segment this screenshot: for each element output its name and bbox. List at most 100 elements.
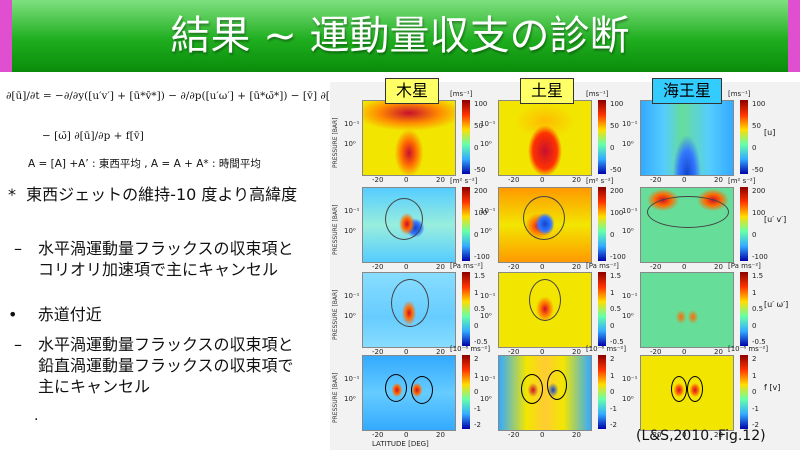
contour-panel-neptune-row-1 bbox=[640, 187, 734, 263]
colorbar-tick: 0 bbox=[610, 144, 615, 152]
bullet-marker: • bbox=[8, 305, 18, 324]
colorbar-tick: 1.5 bbox=[752, 272, 764, 280]
x-tick: 20 bbox=[714, 431, 723, 439]
unit-label: [10⁻⁶ ms⁻²] bbox=[450, 345, 491, 353]
contour-panel-neptune-row-0 bbox=[640, 100, 734, 176]
highlight-circle bbox=[385, 198, 423, 240]
colorbar-tick: 0 bbox=[610, 231, 615, 239]
y-tick: 10⁻¹ bbox=[344, 120, 360, 128]
momentum-equation: ∂[ū]/∂t = −∂/∂y([u′v′] + [ū*v̄*]) − ∂/∂p… bbox=[6, 82, 356, 154]
bullet-text: 水平渦運動量フラックスの収束項とコリオリ加速項で主にキャンセル bbox=[38, 239, 294, 279]
x-tick: 20 bbox=[714, 176, 723, 184]
colorbar-tick: 1 bbox=[610, 288, 615, 297]
colorbar-tick: 1 bbox=[474, 371, 479, 380]
sub-bullet-horizontal-vertical: – 水平渦運動量フラックスの収束項と鉛直渦運動量フラックスの収束項で主にキャンセ… bbox=[14, 334, 308, 397]
y-tick: 10⁰ bbox=[622, 140, 634, 148]
colorbar-tick: -50 bbox=[610, 166, 622, 174]
colorbar-tick: 100 bbox=[610, 100, 624, 108]
label-saturn: 土星 bbox=[520, 78, 575, 104]
y-tick: 10⁰ bbox=[480, 312, 492, 320]
colorbar-tick: 2 bbox=[610, 355, 615, 363]
colorbar bbox=[462, 355, 470, 429]
y-tick: 10⁰ bbox=[344, 312, 356, 320]
y-tick: 10⁰ bbox=[344, 140, 356, 148]
x-tick: 20 bbox=[436, 176, 445, 184]
x-tick: -20 bbox=[508, 431, 520, 439]
y-tick: 10⁰ bbox=[344, 395, 356, 403]
y-tick: 10⁰ bbox=[480, 227, 492, 235]
colorbar-tick: 0 bbox=[474, 321, 479, 330]
colorbar bbox=[598, 355, 606, 429]
x-tick: -20 bbox=[508, 348, 520, 356]
unit-label: [10⁻⁶ ms⁻²] bbox=[586, 345, 627, 353]
colorbar-tick: 1 bbox=[752, 371, 757, 380]
x-tick: -20 bbox=[650, 176, 662, 184]
colorbar-tick: 0.5 bbox=[752, 305, 764, 313]
x-tick: 20 bbox=[572, 263, 581, 271]
equation-line-2: − [ω̄] ∂[ū]/∂p + f[v̄] bbox=[42, 130, 144, 142]
colorbar-tick: 0.5 bbox=[610, 305, 622, 313]
colorbar-tick: -0.5 bbox=[610, 338, 624, 346]
colorbar-tick: 100 bbox=[474, 100, 488, 108]
colorbar bbox=[740, 187, 748, 261]
row-label: [u′ v′] bbox=[764, 215, 787, 224]
highlight-circle bbox=[671, 376, 687, 402]
x-tick: -20 bbox=[650, 263, 662, 271]
x-tick: 0 bbox=[540, 176, 545, 184]
averaging-definition: A = [A] +A’ : 東西平均 , A = A + A* : 時間平均 bbox=[28, 158, 261, 170]
row-label: [u] bbox=[764, 128, 776, 137]
bullet-marker: – bbox=[14, 239, 22, 258]
colorbar-tick: 1.5 bbox=[474, 272, 486, 280]
highlight-circle bbox=[523, 196, 565, 240]
unit-label: [ms⁻¹] bbox=[728, 90, 751, 98]
colorbar-tick: -100 bbox=[752, 253, 768, 261]
x-tick: -20 bbox=[650, 348, 662, 356]
y-tick: 10⁰ bbox=[622, 312, 634, 320]
slide-title: 結果 ~ 運動量収支の診断 bbox=[170, 13, 630, 59]
colorbar-tick: -100 bbox=[474, 253, 490, 261]
unit-label: [m² s⁻²] bbox=[728, 177, 756, 185]
contour-panel-saturn-row-0 bbox=[498, 100, 592, 176]
colorbar bbox=[462, 100, 470, 174]
x-tick: -20 bbox=[372, 431, 384, 439]
row-label: [u′ ω′] bbox=[764, 300, 789, 309]
y-tick: 10⁰ bbox=[480, 395, 492, 403]
title-bar: 結果 ~ 運動量収支の診断 bbox=[0, 0, 800, 72]
x-tick: 0 bbox=[682, 263, 687, 271]
unit-label: [m² s⁻²] bbox=[586, 177, 614, 185]
colorbar bbox=[598, 100, 606, 174]
y-tick: 10⁻¹ bbox=[344, 292, 360, 300]
y-tick: 10⁰ bbox=[480, 140, 492, 148]
highlight-circle bbox=[391, 279, 429, 327]
colorbar-tick: 1.5 bbox=[610, 272, 622, 280]
y-tick: 10⁻¹ bbox=[622, 292, 638, 300]
x-tick: -20 bbox=[372, 348, 384, 356]
contour-panel-saturn-row-3 bbox=[498, 355, 592, 431]
contour-panel-jupiter-row-1 bbox=[362, 187, 456, 263]
colorbar-tick: 1 bbox=[752, 288, 757, 297]
title-bar-accent-right bbox=[788, 0, 800, 72]
row-label: f [v] bbox=[764, 383, 781, 392]
highlight-circle bbox=[521, 374, 543, 404]
sub-bullet-horizontal-coriolis: – 水平渦運動量フラックスの収束項とコリオリ加速項で主にキャンセル bbox=[14, 238, 308, 280]
colorbar-tick: 200 bbox=[752, 187, 766, 195]
contour-panel-saturn-row-2 bbox=[498, 272, 592, 348]
colorbar bbox=[740, 355, 748, 429]
colorbar-tick: 0 bbox=[474, 144, 479, 152]
colorbar-tick: -50 bbox=[752, 166, 764, 174]
y-tick: 10⁻¹ bbox=[622, 207, 638, 215]
x-tick: 0 bbox=[682, 176, 687, 184]
highlight-circle bbox=[411, 376, 433, 404]
colorbar-tick: 50 bbox=[610, 122, 619, 130]
colorbar-tick: 2 bbox=[752, 355, 757, 363]
colorbar-tick: 0 bbox=[610, 388, 615, 396]
colorbar-tick: -1 bbox=[752, 404, 759, 413]
colorbar-tick: 50 bbox=[474, 122, 483, 130]
colorbar-tick: 0 bbox=[474, 231, 479, 239]
colorbar-tick: 1 bbox=[474, 288, 479, 297]
bullet-jet-maintenance: * 東西ジェットの維持-10 度より高緯度 bbox=[8, 184, 328, 206]
x-tick: 20 bbox=[436, 431, 445, 439]
colorbar-tick: -50 bbox=[474, 166, 486, 174]
x-tick: 0 bbox=[404, 176, 409, 184]
unit-label: [Pa ms⁻²] bbox=[586, 262, 619, 270]
